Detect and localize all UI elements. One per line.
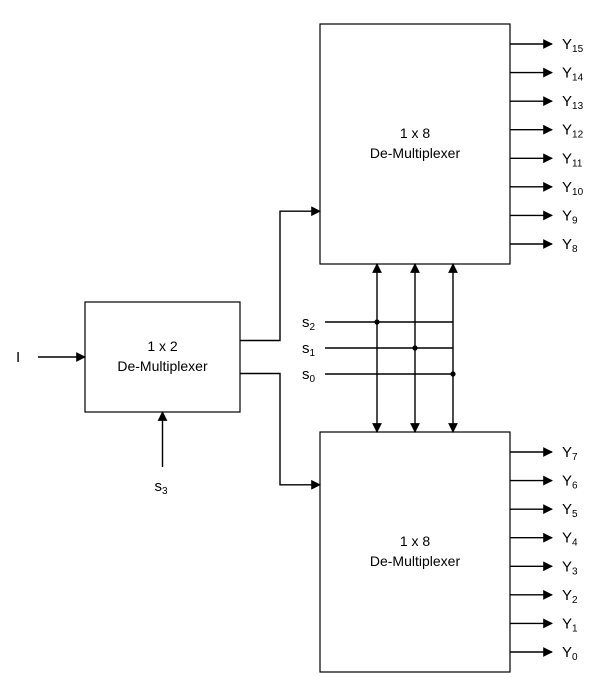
block-1x8-top-sub: De-Multiplexer bbox=[370, 145, 461, 161]
block-1x2-title: 1 x 2 bbox=[147, 338, 178, 354]
label-ytop-15: Y15 bbox=[562, 36, 584, 55]
block-1x8-bot bbox=[320, 432, 510, 672]
block-1x2 bbox=[85, 302, 240, 412]
label-ybot-4: Y4 bbox=[562, 530, 578, 549]
junction-dot bbox=[374, 319, 379, 324]
label-ytop-13: Y13 bbox=[562, 93, 584, 112]
input-label: I bbox=[16, 349, 20, 366]
label-ybot-6: Y6 bbox=[562, 473, 578, 492]
block-1x8-top-title: 1 x 8 bbox=[400, 125, 431, 141]
label-ytop-12: Y12 bbox=[562, 122, 584, 141]
label-ybot-7: Y7 bbox=[562, 444, 578, 463]
label-ybot-5: Y5 bbox=[562, 501, 578, 520]
label-ybot-2: Y2 bbox=[562, 587, 578, 606]
label-ytop-10: Y10 bbox=[562, 179, 584, 198]
label-ytop-9: Y9 bbox=[562, 207, 578, 226]
label-ytop-14: Y14 bbox=[562, 65, 584, 84]
label-s0: s0 bbox=[302, 366, 316, 385]
block-1x2-sub: De-Multiplexer bbox=[117, 358, 208, 374]
wire-to-bot bbox=[240, 374, 320, 485]
junction-dot bbox=[450, 371, 455, 376]
label-s1: s1 bbox=[302, 340, 316, 359]
label-ybot-1: Y1 bbox=[562, 615, 578, 634]
block-1x8-bot-title: 1 x 8 bbox=[400, 533, 431, 549]
label-ybot-3: Y3 bbox=[562, 558, 578, 577]
junction-dot bbox=[412, 345, 417, 350]
label-ybot-0: Y0 bbox=[562, 644, 578, 663]
block-1x8-bot-sub: De-Multiplexer bbox=[370, 553, 461, 569]
label-ytop-11: Y11 bbox=[562, 150, 583, 169]
label-ytop-8: Y8 bbox=[562, 236, 578, 255]
label-s3: s3 bbox=[155, 478, 169, 497]
label-s2: s2 bbox=[302, 314, 316, 333]
block-1x8-top bbox=[320, 24, 510, 264]
